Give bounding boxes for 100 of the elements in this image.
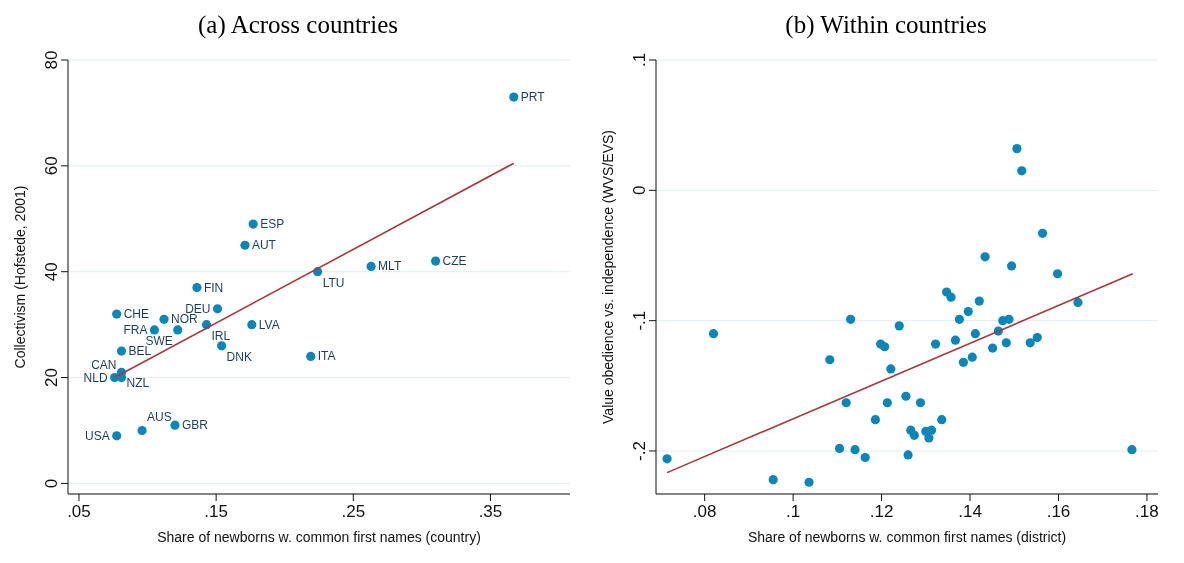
point <box>834 443 845 453</box>
y-tick-label: 40 <box>42 262 61 282</box>
point <box>366 261 376 272</box>
point <box>247 320 257 330</box>
point <box>950 335 961 345</box>
point <box>860 452 870 463</box>
point <box>967 352 977 362</box>
point <box>137 425 147 436</box>
point <box>980 252 990 262</box>
point <box>1032 333 1042 343</box>
point <box>768 475 778 485</box>
x-tick-label: .1 <box>786 502 801 521</box>
point <box>1017 166 1027 176</box>
point <box>170 420 180 430</box>
x-tick-label: .16 <box>1046 502 1071 521</box>
point <box>909 430 919 440</box>
point <box>1007 261 1017 271</box>
annotation: PRT <box>520 90 546 105</box>
annotation: NOR <box>171 312 199 327</box>
annotation: ITA <box>317 349 336 364</box>
annotation: NZL <box>126 376 150 391</box>
point <box>963 306 973 317</box>
point <box>1012 144 1022 154</box>
point <box>1004 314 1014 324</box>
point <box>850 445 860 455</box>
point <box>116 346 127 356</box>
point <box>1127 445 1137 455</box>
point <box>112 309 122 319</box>
chart-title: (a) Across countries <box>197 10 399 41</box>
y-tick-label: 0 <box>630 185 649 196</box>
annotation: LTU <box>322 275 345 290</box>
point <box>880 342 890 352</box>
point <box>958 357 968 367</box>
y-axis-title: Value obedience vs. independence (WVS/EVS) <box>599 130 616 424</box>
point <box>430 256 441 266</box>
x-tick-label: .35 <box>478 502 503 521</box>
x-tick-label: .18 <box>1135 502 1159 521</box>
annotation: AUT <box>251 238 277 253</box>
point <box>149 325 160 335</box>
annotation: FRA <box>123 322 148 337</box>
point <box>1053 269 1063 279</box>
point <box>924 433 934 443</box>
point <box>173 325 183 335</box>
point <box>894 321 904 331</box>
point <box>974 296 984 306</box>
point <box>240 240 250 250</box>
point <box>248 219 258 229</box>
point <box>509 92 519 102</box>
point <box>217 341 227 351</box>
point <box>882 398 892 408</box>
point <box>915 398 926 408</box>
point <box>886 364 896 374</box>
annotation: ESP <box>260 217 285 232</box>
point <box>662 454 672 464</box>
point <box>901 391 911 401</box>
annotation: FIN <box>203 280 224 295</box>
point <box>192 282 202 293</box>
point <box>987 343 998 353</box>
point <box>1001 338 1011 348</box>
annotation: AUS <box>147 410 172 425</box>
point <box>212 304 223 314</box>
point <box>159 314 169 324</box>
annotation: DNK <box>226 349 252 364</box>
point <box>846 314 856 324</box>
annotation: GBR <box>181 418 209 433</box>
point <box>1037 228 1048 238</box>
annotation: CHE <box>123 307 150 322</box>
point <box>841 398 851 408</box>
point <box>903 450 913 460</box>
y-tick-label: -.2 <box>630 441 649 461</box>
point <box>946 292 956 302</box>
point <box>306 351 316 361</box>
x-tick-label: .05 <box>67 502 91 521</box>
y-tick-label: 80 <box>42 50 61 70</box>
annotation: LVA <box>258 317 280 332</box>
x-axis-title: Share of newborns w. common first names (country) <box>157 529 481 545</box>
point <box>970 329 980 339</box>
chart-title: (b) Within countries <box>784 10 988 41</box>
point <box>954 314 965 324</box>
y-tick-label: .1 <box>630 52 649 68</box>
annotation: MLT <box>378 259 402 274</box>
x-tick-label: .14 <box>958 502 982 521</box>
x-axis-title: Share of newborns w. common first names (district) <box>747 529 1067 545</box>
point <box>112 431 122 441</box>
x-tick-label: .25 <box>341 502 366 521</box>
point <box>930 339 941 349</box>
point <box>1073 297 1083 308</box>
annotation: USA <box>85 428 110 443</box>
x-tick-label: .12 <box>869 502 894 521</box>
point <box>708 329 719 339</box>
y-axis-title: Collectivism (Hofstede, 2001) <box>11 185 28 369</box>
point <box>804 477 814 487</box>
y-tick-label: -.1 <box>630 310 649 331</box>
x-tick-label: .15 <box>204 502 228 521</box>
y-tick-label: 60 <box>42 156 61 176</box>
point <box>1025 338 1035 348</box>
point <box>937 415 947 425</box>
y-tick-label: 20 <box>42 368 61 388</box>
y-tick-label: 0 <box>42 478 61 489</box>
x-tick-label: .08 <box>692 502 717 521</box>
